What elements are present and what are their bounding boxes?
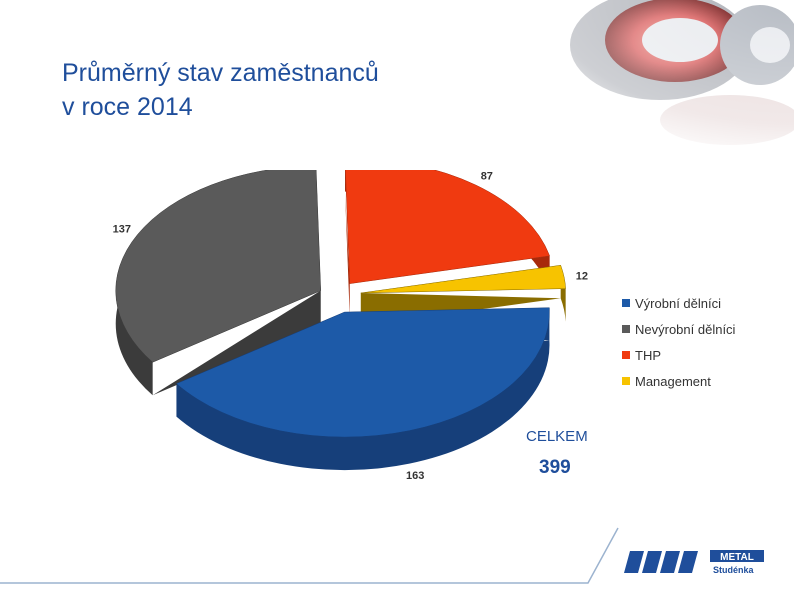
company-logo: METAL Studénka: [624, 550, 764, 575]
data-label-thp: 87: [481, 171, 493, 183]
total-value: 399: [539, 457, 571, 478]
logo-text-metal: METAL: [720, 552, 754, 563]
legend-item-management: Management: [622, 368, 735, 394]
legend-item-vyrobni-delnici: Výrobní dělníci: [622, 290, 735, 316]
footer-divider-line: [0, 527, 619, 584]
slide-title-line-1: Průměrný stav zaměstnanců: [62, 59, 379, 87]
pie-slice-nevyrobni-delnici: [115, 170, 321, 363]
legend-swatch: [622, 299, 630, 307]
hero-photo-metal-rings: [500, 0, 794, 150]
pie-chart: 163 137 87 12: [113, 170, 588, 480]
legend-item-thp: THP: [622, 342, 735, 368]
pie-slice-vyrobni-delnici: [175, 307, 550, 438]
logo-text-studenka: Studénka: [713, 565, 755, 575]
data-label-management: 12: [576, 270, 588, 282]
pie-slice-thp: [345, 170, 550, 284]
legend-swatch: [622, 377, 630, 385]
legend-label: Výrobní dělníci: [635, 295, 721, 311]
data-label-nevyrobni-delnici: 137: [113, 224, 131, 236]
total-label: CELKEM: [526, 428, 588, 445]
pie-slice-management: [360, 264, 566, 294]
legend-swatch: [622, 351, 630, 359]
legend-label: THP: [635, 347, 661, 363]
slide-title-line-2: v roce 2014: [62, 93, 193, 121]
data-label-vyrobni-delnici: 163: [406, 470, 424, 480]
legend-label: Nevýrobní dělníci: [635, 321, 736, 337]
legend-swatch: [622, 325, 630, 333]
legend-item-nevyrobni-delnici: Nevýrobní dělníci: [622, 316, 735, 342]
slide-title: Průměrný stav zaměstnanců v roce 2014: [62, 56, 379, 124]
chart-legend: Výrobní dělníci Nevýrobní dělníci THP Manag…: [622, 290, 735, 394]
legend-label: Management: [635, 373, 711, 389]
